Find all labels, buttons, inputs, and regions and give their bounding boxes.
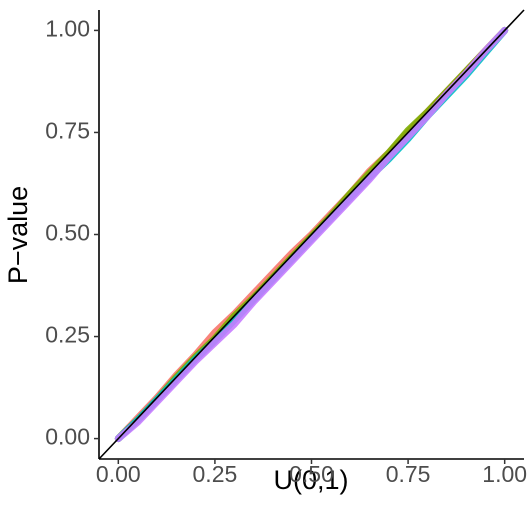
x-tick-label: 0.75 (386, 461, 431, 487)
x-tick-label: 0.50 (289, 461, 334, 487)
y-tick-label: 0.50 (45, 220, 90, 246)
y-tick-label: 0.25 (45, 322, 90, 348)
y-tick-label: 1.00 (45, 15, 90, 41)
y-axis-title: P−value (3, 186, 33, 284)
y-tick-label: 0.00 (45, 424, 90, 450)
x-tick-label: 0.00 (96, 461, 141, 487)
x-axis-title: U(0,1) (273, 465, 348, 495)
x-tick-label: 1.00 (482, 461, 527, 487)
y-tick-label: 0.75 (45, 118, 90, 144)
x-tick-label: 0.25 (193, 461, 238, 487)
reference-line (98, 9, 525, 460)
series-line (114, 26, 509, 443)
